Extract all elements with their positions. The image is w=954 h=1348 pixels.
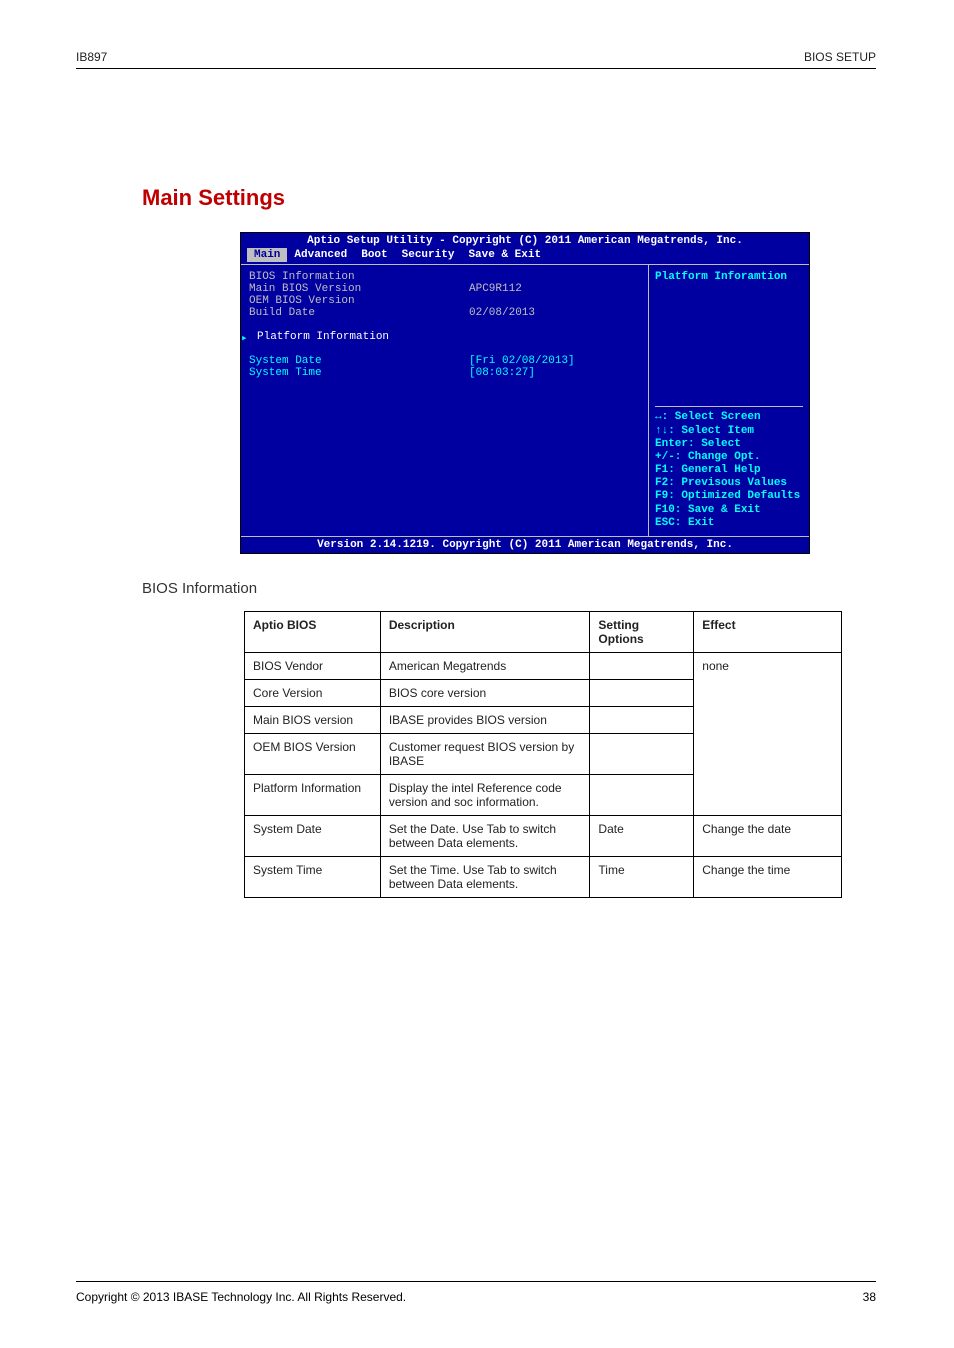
table-cell <box>590 680 694 707</box>
bios-tab-save-exit[interactable]: Save & Exit <box>461 248 548 262</box>
bios-help-line: F1: General Help <box>655 464 803 477</box>
table-cell: Main BIOS version <box>245 707 381 734</box>
table-header: Description <box>380 612 590 653</box>
table-cell <box>590 653 694 680</box>
bios-label: BIOS Information <box>249 271 469 283</box>
bios-left-pane: BIOS InformationMain BIOS VersionAPC9R11… <box>241 264 649 536</box>
table-cell: Core Version <box>245 680 381 707</box>
bios-help-line: +/-: Change Opt. <box>655 451 803 464</box>
table-cell: Time <box>590 857 694 898</box>
bios-row <box>249 343 640 355</box>
table-row: BIOS VendorAmerican Megatrendsnone <box>245 653 842 680</box>
table-cell: System Time <box>245 857 381 898</box>
bios-row: Main BIOS VersionAPC9R112 <box>249 283 640 295</box>
table-cell: Date <box>590 816 694 857</box>
bios-row: System Time[08:03:27] <box>249 367 640 379</box>
bios-help-keys: ↔: Select Screen↑↓: Select ItemEnter: Se… <box>655 406 803 530</box>
header-rule <box>76 68 876 69</box>
table-cell: Change the time <box>694 857 842 898</box>
table-cell: BIOS Vendor <box>245 653 381 680</box>
table-cell: Platform Information <box>245 775 381 816</box>
bios-row: OEM BIOS Version <box>249 295 640 307</box>
table-cell: Display the intel Reference code version… <box>380 775 590 816</box>
bios-label[interactable]: System Date <box>249 355 469 367</box>
table-cell <box>590 707 694 734</box>
table-row: System TimeSet the Time. Use Tab to swit… <box>245 857 842 898</box>
bios-tab-boot[interactable]: Boot <box>354 248 394 262</box>
bios-screenshot: Aptio Setup Utility - Copyright (C) 2011… <box>240 232 810 554</box>
bios-tab-main[interactable]: Main <box>247 248 287 262</box>
bios-help-line: ESC: Exit <box>655 517 803 530</box>
bios-label[interactable]: System Time <box>249 367 469 379</box>
bios-titlebar: Aptio Setup Utility - Copyright (C) 2011… <box>241 233 809 248</box>
table-cell: IBASE provides BIOS version <box>380 707 590 734</box>
page-title: Main Settings <box>142 185 285 211</box>
bios-right-pane: Platform Inforamtion ↔: Select Screen↑↓:… <box>649 264 809 536</box>
bios-row <box>249 319 640 331</box>
header-section: BIOS SETUP <box>804 50 876 64</box>
table-cell: American Megatrends <box>380 653 590 680</box>
bios-help-line: Enter: Select <box>655 438 803 451</box>
bios-tab-security[interactable]: Security <box>395 248 462 262</box>
table-cell <box>590 734 694 775</box>
bios-row: Build Date02/08/2013 <box>249 307 640 319</box>
subsection-heading: BIOS Information <box>142 580 257 597</box>
bios-row: BIOS Information <box>249 271 640 283</box>
table-cell: Set the Date. Use Tab to switch between … <box>380 816 590 857</box>
bios-label: Main BIOS Version <box>249 283 469 295</box>
table-header: Effect <box>694 612 842 653</box>
table-cell: BIOS core version <box>380 680 590 707</box>
bios-tabs: MainAdvancedBootSecuritySave & Exit <box>241 248 809 264</box>
bios-help-line: ↑↓: Select Item <box>655 425 803 438</box>
bios-value: [08:03:27] <box>469 367 535 379</box>
bios-footer: Version 2.14.1219. Copyright (C) 2011 Am… <box>241 536 809 553</box>
bios-label[interactable]: Platform Information <box>249 331 469 343</box>
bios-value: APC9R112 <box>469 283 522 295</box>
bios-help-line: F10: Save & Exit <box>655 504 803 517</box>
bios-tab-advanced[interactable]: Advanced <box>287 248 354 262</box>
bios-help-line: ↔: Select Screen <box>655 411 803 424</box>
table-cell <box>590 775 694 816</box>
footer-rule <box>76 1281 876 1282</box>
table-cell: Customer request BIOS version by IBASE <box>380 734 590 775</box>
bios-value: [Fri 02/08/2013] <box>469 355 575 367</box>
bios-help-line: F2: Previsous Values <box>655 477 803 490</box>
bios-label: Build Date <box>249 307 469 319</box>
bios-row: ▸Platform Information <box>249 331 640 343</box>
table-cell: Change the date <box>694 816 842 857</box>
bios-row: System Date[Fri 02/08/2013] <box>249 355 640 367</box>
bios-label: OEM BIOS Version <box>249 295 469 307</box>
table-cell-merged: none <box>694 653 842 816</box>
footer-page-number: 38 <box>863 1290 876 1304</box>
header-product: IB897 <box>76 50 107 64</box>
table-header: Aptio BIOS <box>245 612 381 653</box>
table-cell: Set the Time. Use Tab to switch between … <box>380 857 590 898</box>
table-row: System DateSet the Date. Use Tab to swit… <box>245 816 842 857</box>
table-header: Setting Options <box>590 612 694 653</box>
bios-help-title: Platform Inforamtion <box>655 271 803 283</box>
cursor-icon: ▸ <box>241 331 248 345</box>
bios-value: 02/08/2013 <box>469 307 535 319</box>
footer-copyright: Copyright © 2013 IBASE Technology Inc. A… <box>76 1290 406 1304</box>
options-table: Aptio BIOSDescriptionSetting OptionsEffe… <box>244 611 842 898</box>
bios-help-line: F9: Optimized Defaults <box>655 490 803 503</box>
table-cell: System Date <box>245 816 381 857</box>
table-cell: OEM BIOS Version <box>245 734 381 775</box>
